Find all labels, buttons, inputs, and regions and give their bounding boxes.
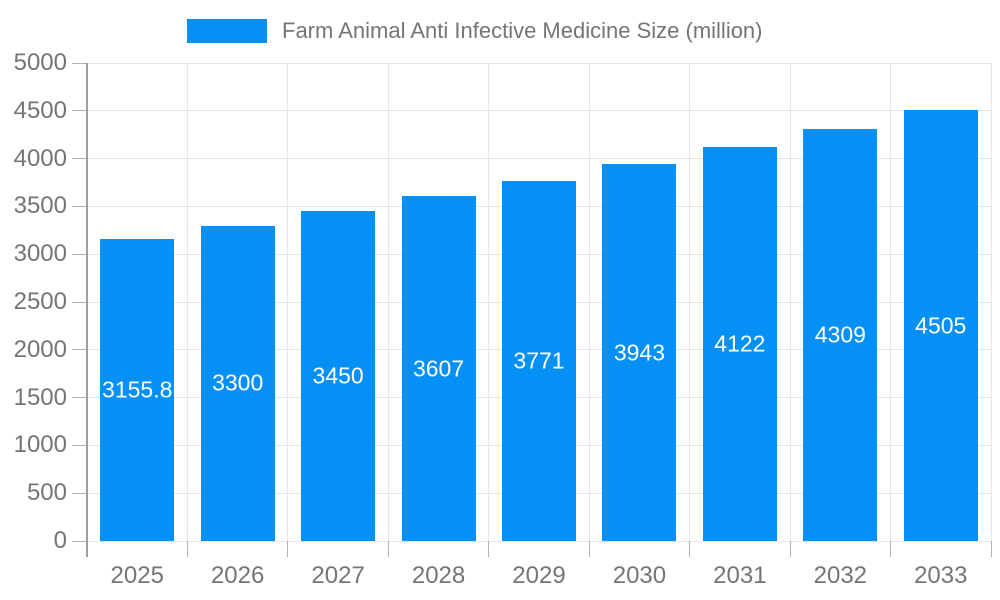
y-tick-label: 1500 <box>13 383 67 411</box>
x-axis-tick <box>387 541 389 557</box>
x-gridline <box>186 63 188 541</box>
y-axis-tick <box>72 540 87 542</box>
bar: 3450 <box>301 211 376 541</box>
y-tick-label: 3000 <box>13 240 67 268</box>
y-tick-label: 2500 <box>13 288 67 315</box>
x-axis-tick <box>186 541 188 557</box>
x-tick-label: 2032 <box>813 562 868 589</box>
y-tick-label: 2000 <box>13 335 67 363</box>
x-axis-tick <box>789 541 791 557</box>
bar-value-label: 4309 <box>814 321 866 348</box>
x-tick-label: 2031 <box>713 562 767 589</box>
y-axis-tick <box>72 492 87 494</box>
y-tick-label: 5000 <box>13 49 67 76</box>
bar-value-label: 3607 <box>412 355 465 382</box>
y-tick-label: 4500 <box>13 96 67 124</box>
bar: 4309 <box>803 129 878 541</box>
y-axis-tick <box>72 110 87 112</box>
bar-value-label: 3943 <box>613 339 666 366</box>
x-gridline <box>387 63 389 541</box>
bar: 3771 <box>502 180 576 541</box>
x-tick-label: 2026 <box>210 562 265 589</box>
y-tick-label: 4000 <box>13 144 67 172</box>
bar-value-label: 4505 <box>915 312 967 339</box>
x-axis-tick <box>990 541 992 557</box>
x-gridline <box>588 63 590 541</box>
bar-value-label: 3300 <box>212 369 264 396</box>
x-gridline <box>990 63 992 541</box>
y-gridline <box>87 62 991 64</box>
x-axis-tick <box>689 541 691 557</box>
x-axis-tick <box>890 541 892 557</box>
x-tick-label: 2027 <box>311 562 365 589</box>
y-axis-tick <box>72 301 87 303</box>
bar: 3155.8 <box>100 239 175 541</box>
x-gridline <box>488 63 490 541</box>
bar-value-label: 3771 <box>513 347 565 374</box>
x-gridline <box>689 63 691 541</box>
plot-area: 0 500 1000 1500 2000 2500 3000 3500 4000 4500 5000… <box>14 49 992 589</box>
x-tick-label: 2025 <box>110 562 164 589</box>
x-gridline <box>789 63 791 541</box>
y-tick-label: 3500 <box>13 192 67 220</box>
bar-value-label: 3155.8 <box>102 376 173 403</box>
y-tick-label: 500 <box>26 479 67 507</box>
bar-value-label: 3450 <box>312 362 364 389</box>
bar: 3607 <box>401 196 476 541</box>
legend-item[interactable]: Farm Animal Anti Infective Medicine Size… <box>187 18 763 43</box>
y-axis-tick <box>72 205 87 207</box>
x-axis-tick <box>488 541 490 557</box>
x-tick-label: 2030 <box>612 562 667 589</box>
y-gridline <box>87 540 991 542</box>
x-tick-label: 2029 <box>512 562 566 589</box>
y-axis-tick <box>72 349 87 351</box>
legend-label: Farm Animal Anti Infective Medicine Size… <box>282 18 763 43</box>
bar-value-label: 4122 <box>714 330 766 357</box>
y-tick-label: 1000 <box>13 431 67 459</box>
legend-swatch <box>187 19 267 43</box>
bar: 4505 <box>903 110 978 541</box>
x-tick-label: 2033 <box>914 562 968 589</box>
x-gridline <box>890 63 892 541</box>
x-axis-tick <box>588 541 590 557</box>
y-axis-tick <box>72 158 87 160</box>
y-tick-label: 0 <box>53 527 67 554</box>
y-axis-tick <box>72 397 87 399</box>
bar: 3943 <box>602 164 677 541</box>
x-tick-label: 2028 <box>411 562 466 589</box>
y-axis-tick <box>72 62 87 64</box>
x-gridline <box>287 63 289 541</box>
y-axis-tick <box>72 444 87 446</box>
bar: 3300 <box>200 225 275 541</box>
bar: 4122 <box>702 146 777 541</box>
y-gridline <box>87 110 991 112</box>
x-axis-tick <box>287 541 289 557</box>
y-gridline <box>87 158 991 160</box>
y-axis-tick <box>72 253 87 255</box>
y-axis-line <box>86 63 88 557</box>
